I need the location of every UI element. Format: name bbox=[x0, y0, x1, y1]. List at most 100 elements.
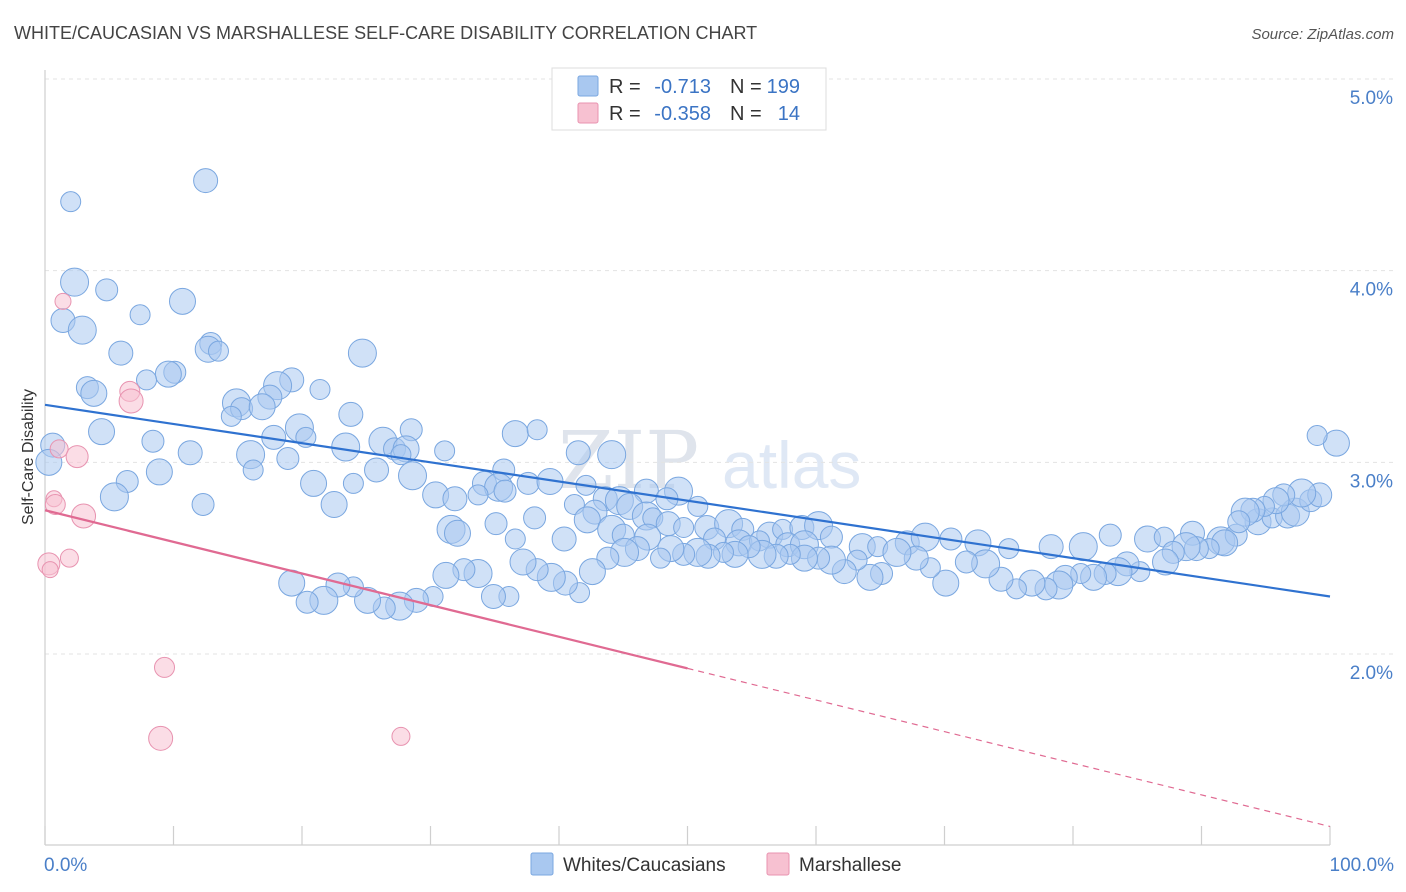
whites-data-point bbox=[338, 401, 364, 427]
whites-data-point bbox=[398, 461, 428, 491]
whites-data-point bbox=[99, 482, 129, 512]
gridlines bbox=[45, 78, 1395, 655]
whites-data-point bbox=[1098, 523, 1122, 547]
marshallese-data-point bbox=[49, 439, 69, 459]
whites-data-point bbox=[1038, 534, 1064, 560]
x-axis-ticks bbox=[44, 826, 1331, 845]
legend-r-value-marshallese: -0.358 bbox=[654, 103, 711, 125]
whites-data-point bbox=[145, 458, 173, 486]
series-whites-points bbox=[35, 168, 1350, 621]
whites-data-point bbox=[136, 369, 158, 391]
whites-data-point bbox=[129, 304, 151, 326]
series-legend: Whites/Caucasians Marshallese bbox=[530, 852, 901, 876]
whites-data-point bbox=[443, 519, 471, 547]
whites-data-point bbox=[551, 526, 577, 552]
marshallese-data-point bbox=[154, 656, 176, 678]
bottom-legend-swatch-whites bbox=[530, 852, 554, 876]
watermark-atlas: atlas bbox=[722, 428, 861, 502]
bottom-legend-swatch-marshallese bbox=[766, 852, 790, 876]
marshallese-data-point bbox=[44, 494, 66, 515]
whites-data-point bbox=[573, 506, 601, 534]
whites-data-point bbox=[509, 548, 537, 576]
y-tick-label: 5.0% bbox=[1350, 88, 1393, 109]
whites-data-point bbox=[523, 506, 547, 530]
legend-n-value-whites: 199 bbox=[767, 76, 800, 98]
marshallese-data-point bbox=[118, 388, 144, 414]
whites-data-point bbox=[650, 547, 672, 569]
whites-data-point bbox=[390, 444, 412, 466]
whites-data-point bbox=[1227, 510, 1251, 534]
whites-data-point bbox=[504, 528, 526, 550]
legend-n-label-marshallese: N = bbox=[730, 103, 762, 125]
whites-data-point bbox=[67, 315, 97, 345]
marshallese-data-point bbox=[148, 725, 174, 751]
legend-r-label-whites: R = bbox=[609, 76, 641, 98]
legend-n-label-whites: N = bbox=[730, 76, 762, 98]
whites-data-point bbox=[193, 168, 219, 194]
whites-data-point bbox=[480, 584, 506, 609]
y-tick-label: 2.0% bbox=[1350, 663, 1393, 684]
whites-data-point bbox=[484, 512, 508, 536]
whites-data-point bbox=[1068, 532, 1098, 562]
whites-data-point bbox=[432, 561, 460, 589]
whites-data-point bbox=[95, 278, 119, 302]
whites-data-point bbox=[364, 457, 390, 483]
whites-data-point bbox=[248, 393, 276, 421]
y-tick-label: 4.0% bbox=[1350, 280, 1393, 301]
legend-n-value-marshallese: 14 bbox=[778, 103, 800, 125]
marshallese-trend-line-extension bbox=[687, 667, 1331, 828]
whites-data-point bbox=[168, 287, 196, 315]
whites-data-point bbox=[80, 379, 108, 407]
whites-data-point bbox=[597, 440, 627, 470]
whites-data-point bbox=[141, 429, 165, 453]
chart-title: WHITE/CAUCASIAN VS MARSHALLESE SELF-CARE… bbox=[14, 23, 757, 43]
marshallese-data-point bbox=[71, 503, 97, 529]
whites-data-point bbox=[1306, 425, 1328, 446]
whites-data-point bbox=[300, 469, 328, 497]
whites-data-point bbox=[578, 558, 606, 586]
whites-data-point bbox=[501, 420, 529, 448]
whites-data-point bbox=[467, 484, 489, 506]
whites-data-point bbox=[331, 432, 361, 462]
whites-data-point bbox=[220, 405, 242, 427]
marshallese-data-point bbox=[59, 548, 79, 568]
whites-data-point bbox=[565, 440, 591, 466]
y-tick-label: 3.0% bbox=[1350, 471, 1393, 492]
legend-r-label-marshallese: R = bbox=[609, 103, 641, 125]
marshallese-data-point bbox=[41, 561, 59, 579]
y-tick-labels: 2.0% 3.0% 4.0% 5.0% bbox=[1350, 88, 1393, 684]
whites-data-point bbox=[347, 338, 377, 368]
whites-data-point bbox=[309, 379, 331, 400]
whites-data-point bbox=[108, 340, 134, 366]
y-axis-label: Self-Care Disability bbox=[20, 389, 37, 525]
whites-data-point bbox=[673, 517, 695, 538]
marshallese-data-point bbox=[54, 292, 72, 310]
stats-legend: R = -0.713 N = 199 R = -0.358 N = 14 bbox=[551, 67, 827, 131]
whites-data-point bbox=[434, 440, 456, 462]
whites-data-point bbox=[856, 563, 884, 591]
whites-trend-line bbox=[44, 403, 1331, 598]
whites-data-point bbox=[687, 495, 709, 517]
bottom-legend-label-marshallese: Marshallese bbox=[799, 855, 901, 876]
x-tick-label-max: 100.0% bbox=[1330, 855, 1395, 876]
whites-data-point bbox=[493, 479, 517, 503]
whites-data-point bbox=[342, 472, 364, 494]
whites-data-point bbox=[191, 493, 215, 516]
whites-data-point bbox=[954, 550, 978, 574]
series-marshallese-points bbox=[37, 292, 411, 751]
whites-data-point bbox=[60, 191, 82, 213]
whites-data-point bbox=[177, 440, 203, 466]
whites-data-point bbox=[60, 267, 90, 297]
trend-lines bbox=[44, 403, 1331, 828]
whites-data-point bbox=[819, 525, 843, 549]
x-tick-label-min: 0.0% bbox=[44, 855, 87, 876]
whites-data-point bbox=[932, 569, 960, 597]
whites-data-point bbox=[1152, 548, 1180, 576]
whites-data-point bbox=[882, 537, 912, 567]
whites-data-point bbox=[88, 418, 116, 446]
bottom-legend-label-whites: Whites/Caucasians bbox=[563, 855, 726, 876]
marshallese-data-point bbox=[65, 445, 89, 469]
legend-swatch-marshallese bbox=[577, 102, 599, 124]
whites-data-point bbox=[320, 491, 348, 518]
